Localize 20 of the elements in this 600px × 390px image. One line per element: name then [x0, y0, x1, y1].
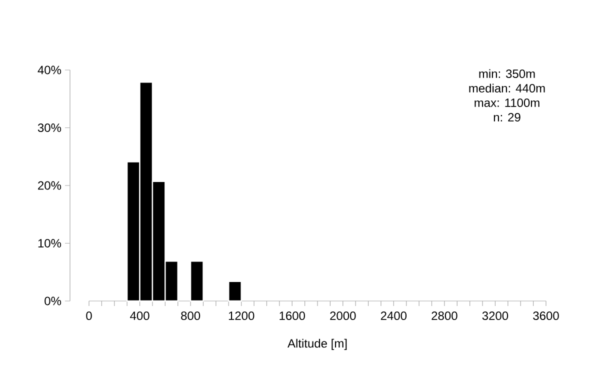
x-tick-label: 0	[86, 312, 92, 320]
y-tick-label: 10%	[38, 239, 62, 248]
x-tick-label: 400	[130, 312, 150, 320]
x-axis-title: Altitude [m]	[288, 338, 347, 350]
x-tick-label: 800	[181, 312, 200, 320]
annotation: n: 29	[494, 113, 520, 122]
x-tick-label: 3600	[533, 312, 559, 320]
x-tick-label: 3200	[482, 312, 508, 320]
x-tick-label: 1200	[228, 312, 254, 320]
y-tick-label: 30%	[38, 124, 62, 132]
y-tick-label: 20%	[38, 181, 62, 190]
y-tick-label: 0%	[44, 296, 62, 306]
x-tick-label: 2000	[330, 312, 356, 320]
annotation: min: 350m	[479, 69, 535, 78]
x-tick-label: 2400	[380, 312, 407, 320]
x-tick-label: 1600	[280, 312, 305, 320]
annotation: median: 440m	[469, 84, 545, 93]
x-tick-label: 2800	[432, 312, 458, 320]
annotation: max: 1100m	[474, 98, 540, 108]
y-tick-label: 40%	[38, 66, 62, 74]
